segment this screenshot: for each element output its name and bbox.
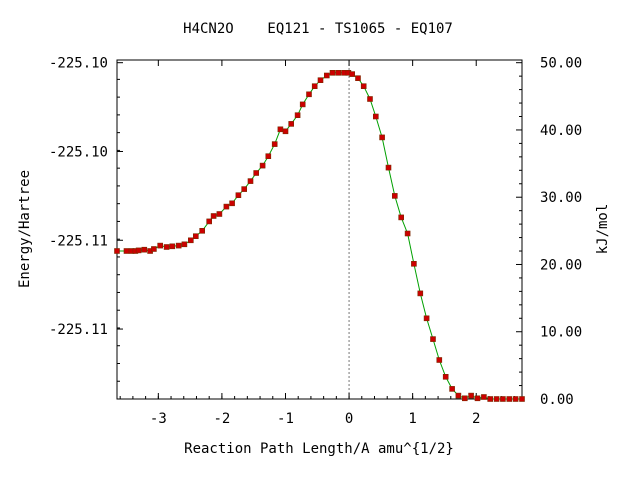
series-markers bbox=[114, 70, 525, 402]
data-point bbox=[294, 112, 301, 118]
data-point bbox=[385, 164, 392, 171]
data-point bbox=[306, 91, 312, 98]
data-point bbox=[288, 121, 295, 127]
x-axis-label: Reaction Path Length/A amu^{1/2} bbox=[184, 441, 454, 457]
data-point bbox=[404, 230, 411, 237]
data-point bbox=[506, 396, 513, 402]
x-tick-label: -2 bbox=[213, 411, 230, 427]
x-tick-label: -1 bbox=[277, 411, 294, 427]
data-point bbox=[216, 211, 223, 217]
data-point bbox=[423, 315, 430, 322]
data-point bbox=[379, 134, 385, 141]
plot-frame bbox=[116, 59, 523, 400]
data-point bbox=[181, 241, 188, 248]
data-point bbox=[323, 72, 330, 79]
data-point bbox=[449, 386, 455, 392]
right-tick-label: 30.00 bbox=[540, 190, 582, 206]
right-tick-label: 10.00 bbox=[540, 325, 582, 341]
data-point bbox=[271, 141, 278, 147]
data-point bbox=[206, 218, 212, 225]
data-point bbox=[461, 395, 468, 402]
data-point bbox=[114, 248, 120, 254]
data-point bbox=[468, 392, 474, 399]
data-point bbox=[247, 178, 254, 184]
y-axis-label-left: Energy/Hartree bbox=[17, 170, 33, 288]
x-tick-label: 1 bbox=[408, 411, 416, 427]
data-point bbox=[169, 243, 176, 250]
right-tick-label: 50.00 bbox=[540, 56, 582, 72]
data-point bbox=[253, 170, 259, 176]
data-point bbox=[391, 193, 398, 199]
data-point bbox=[367, 96, 373, 102]
data-point bbox=[417, 290, 424, 297]
data-point bbox=[335, 70, 342, 76]
data-point bbox=[311, 83, 318, 89]
data-point bbox=[265, 153, 272, 159]
x-tick-label: 0 bbox=[345, 411, 353, 427]
data-point bbox=[199, 228, 205, 234]
data-point bbox=[241, 186, 247, 192]
data-point bbox=[474, 395, 481, 402]
data-point bbox=[455, 392, 462, 399]
x-axis: -3 -2 -1 0 1 2 bbox=[119, 60, 515, 427]
right-tick-label: 0.00 bbox=[540, 392, 574, 408]
data-point bbox=[277, 126, 284, 133]
data-point bbox=[123, 248, 130, 254]
data-point bbox=[141, 246, 148, 253]
x-tick-label: 2 bbox=[472, 411, 480, 427]
data-point bbox=[235, 192, 242, 198]
data-point bbox=[398, 214, 405, 221]
right-axis: 50.00 40.00 30.00 20.00 10.00 0.00 bbox=[516, 56, 582, 408]
right-tick-label: 20.00 bbox=[540, 257, 582, 273]
data-point bbox=[229, 200, 235, 207]
data-point bbox=[163, 244, 170, 250]
data-point bbox=[436, 357, 443, 363]
data-point bbox=[193, 233, 199, 239]
data-point bbox=[519, 396, 525, 402]
data-point bbox=[442, 373, 449, 380]
data-point bbox=[372, 113, 379, 120]
data-point bbox=[500, 396, 506, 402]
series-line bbox=[117, 72, 522, 400]
right-tick-label: 40.00 bbox=[540, 123, 582, 139]
data-point bbox=[430, 336, 436, 342]
left-tick-label: -225.11 bbox=[49, 233, 108, 249]
data-point bbox=[349, 71, 356, 77]
x-tick-label: -3 bbox=[150, 411, 167, 427]
data-point bbox=[282, 128, 289, 135]
data-point bbox=[188, 237, 194, 244]
left-tick-label: -225.11 bbox=[49, 322, 108, 338]
data-point bbox=[355, 75, 361, 81]
data-point bbox=[360, 83, 367, 89]
data-point bbox=[223, 203, 230, 210]
data-point bbox=[329, 70, 336, 76]
data-point bbox=[493, 396, 500, 402]
data-point bbox=[175, 242, 182, 249]
left-tick-label: -225.10 bbox=[49, 56, 108, 72]
data-point bbox=[299, 101, 306, 108]
data-point bbox=[151, 246, 157, 252]
data-point bbox=[487, 396, 494, 402]
data-point bbox=[135, 247, 142, 254]
data-point bbox=[259, 162, 266, 169]
data-point bbox=[157, 242, 163, 249]
data-point bbox=[411, 260, 417, 267]
left-tick-label: -225.10 bbox=[49, 144, 108, 160]
data-point bbox=[481, 394, 487, 400]
chart-title: H4CN2O EQ121 - TS1065 - EQ107 bbox=[183, 21, 453, 37]
data-point bbox=[512, 396, 519, 402]
data-point bbox=[210, 213, 217, 219]
left-axis: -225.10 -225.10 -225.11 -225.11 bbox=[49, 56, 123, 400]
data-point bbox=[317, 77, 324, 83]
y-axis-label-right: kJ/mol bbox=[595, 204, 611, 255]
